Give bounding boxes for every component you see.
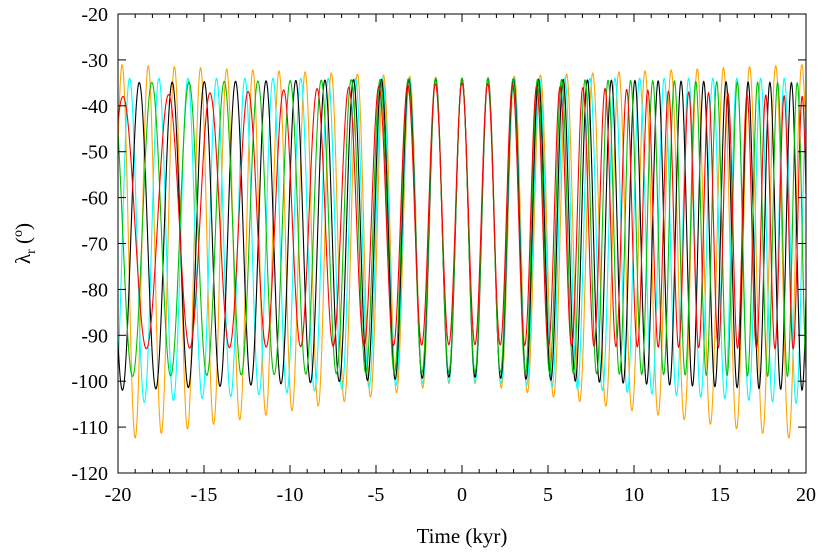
series-line-4 xyxy=(117,77,807,378)
x-tick-label: -20 xyxy=(105,484,132,506)
x-tick-label: -5 xyxy=(368,484,385,506)
y-axis-label-superscript: o xyxy=(11,230,26,237)
tick-layer: -20 -15 -10 -5 0 5 10 15 20-120-110-100-90-80-70… xyxy=(71,4,816,506)
y-axis-label-unit-close: ) xyxy=(11,223,35,230)
x-tick-label: 10 xyxy=(624,484,644,506)
y-axis-label: λr (o) xyxy=(11,223,39,264)
y-axis-label-unit-open: ( xyxy=(11,237,35,249)
y-tick-label: -60 xyxy=(81,188,108,210)
y-tick-label: -50 xyxy=(81,142,108,164)
y-tick-label: -70 xyxy=(81,234,108,256)
series-line-5 xyxy=(117,82,807,350)
y-tick-label: -100 xyxy=(71,371,108,393)
x-tick-label: -15 xyxy=(191,484,218,506)
y-axis-label-subscript: r xyxy=(24,249,39,254)
y-tick-label: -20 xyxy=(81,4,108,26)
x-tick-label: 0 xyxy=(457,484,467,506)
y-tick-label: -80 xyxy=(81,279,108,301)
y-tick-label: -30 xyxy=(81,50,108,72)
x-tick-label: -10 xyxy=(277,484,304,506)
y-tick-label: -40 xyxy=(81,96,108,118)
x-tick-label: 20 xyxy=(796,484,816,506)
x-axis-label: Time (kyr) xyxy=(417,524,508,548)
y-tick-label: -120 xyxy=(71,463,108,485)
x-tick-label: 15 xyxy=(710,484,730,506)
y-axis-label-symbol: λ xyxy=(11,253,35,264)
y-tick-label: -110 xyxy=(72,417,108,439)
x-tick-label: 5 xyxy=(543,484,553,506)
series-layer xyxy=(117,64,807,439)
y-tick-label: -90 xyxy=(81,325,108,347)
